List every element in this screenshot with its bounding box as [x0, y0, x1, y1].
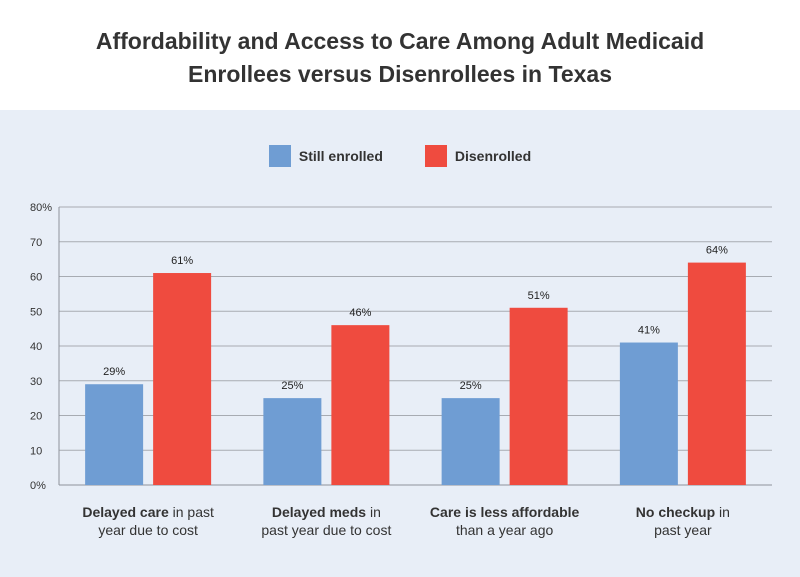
x-category-label-line-2: year due to cost	[98, 522, 198, 538]
legend-label-still-enrolled: Still enrolled	[298, 148, 383, 164]
chart-title-line-1: Affordability and Access to Care Among A…	[95, 28, 705, 54]
bar-still-enrolled	[619, 342, 678, 485]
data-label-still-enrolled: 41%	[638, 325, 660, 337]
legend-label-disenrolled: Disenrolled	[454, 148, 532, 164]
data-label-still-enrolled: 25%	[460, 380, 482, 392]
legend-swatch-still-enrolled	[268, 145, 291, 167]
y-tick-label: 80%	[30, 202, 52, 214]
data-label-still-enrolled: 25%	[281, 380, 303, 392]
chart-header: Affordability and Access to Care Among A…	[0, 0, 800, 110]
legend-item-still-enrolled: Still enrolled	[268, 145, 383, 167]
chart-legend: Still enrolled Disenrolled	[0, 143, 800, 169]
chart-title: Affordability and Access to Care Among A…	[96, 19, 704, 91]
legend-item-disenrolled: Disenrolled	[424, 145, 532, 167]
x-category-label: No checkup in	[636, 504, 730, 520]
legend-swatch-disenrolled	[424, 145, 447, 167]
x-category-label: Delayed care in past	[82, 504, 214, 520]
data-label-disenrolled: 64%	[706, 245, 728, 257]
y-tick-label: 0%	[30, 480, 46, 492]
data-label-disenrolled: 51%	[528, 290, 550, 302]
x-category-label-line-2: past year due to cost	[261, 522, 391, 538]
bar-still-enrolled	[263, 398, 322, 485]
x-category-label-line-2: than a year ago	[456, 522, 554, 538]
x-category-label-line-2: past year	[654, 522, 712, 538]
bar-still-enrolled	[85, 384, 144, 485]
y-tick-label: 40	[30, 341, 42, 353]
bar-still-enrolled	[441, 398, 500, 485]
bar-disenrolled	[153, 273, 212, 485]
y-tick-label: 70	[30, 237, 42, 249]
data-label-disenrolled: 46%	[349, 307, 371, 319]
x-category-label: Delayed meds in	[272, 504, 381, 520]
y-tick-label: 30	[30, 376, 42, 388]
y-tick-label: 60	[30, 272, 42, 284]
bar-disenrolled	[331, 325, 390, 485]
y-tick-label: 10	[30, 445, 42, 457]
x-category-label: Care is less affordable	[430, 504, 580, 520]
bar-disenrolled	[687, 262, 746, 485]
data-label-still-enrolled: 29%	[103, 366, 125, 378]
y-tick-label: 20	[30, 411, 42, 423]
bar-disenrolled	[509, 307, 568, 485]
y-tick-label: 50	[30, 306, 42, 318]
data-label-disenrolled: 61%	[171, 255, 193, 267]
chart-title-line-2: Enrollees versus Disenrollees in Texas	[187, 61, 612, 87]
